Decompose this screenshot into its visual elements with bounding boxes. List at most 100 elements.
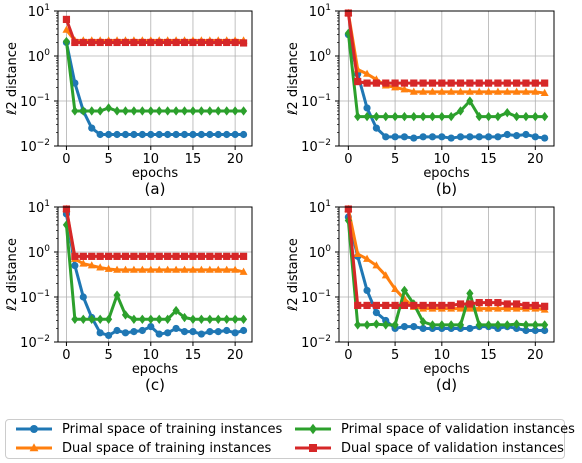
data-point-primal_val — [130, 314, 138, 324]
data-point-primal_val — [239, 106, 248, 116]
data-point-dual_train — [493, 304, 502, 312]
data-point-dual_train — [391, 83, 400, 91]
data-point-dual_val — [531, 79, 539, 87]
data-point-dual_train — [87, 261, 96, 269]
data-point-dual_val — [484, 79, 493, 87]
data-point-dual_train — [521, 87, 530, 95]
data-point-dual_val — [138, 38, 146, 47]
data-point-primal_train — [428, 133, 437, 141]
x-tick-label: 15 — [185, 348, 202, 363]
data-point-dual_val — [466, 79, 474, 87]
series-line-dual_val — [65, 18, 244, 45]
panel-label: (d) — [436, 376, 457, 394]
data-point-primal_train — [419, 324, 427, 333]
data-point-dual_val — [372, 301, 380, 310]
data-point-primal_train — [410, 322, 418, 331]
data-point-primal_val — [121, 106, 130, 116]
data-point-primal_train — [164, 130, 172, 139]
panel-label: (c) — [145, 376, 165, 394]
series-line-primal_train — [346, 34, 545, 140]
x-tick-label: 10 — [434, 348, 451, 363]
data-point-primal_train — [113, 130, 121, 139]
data-point-primal_train — [391, 133, 399, 141]
data-point-dual_val — [522, 79, 530, 87]
data-point-dual_val — [363, 301, 371, 310]
series-line-primal_val — [346, 33, 545, 119]
legend-label-dual-train: Dual space of training instances — [62, 440, 272, 456]
data-point-primal_val — [466, 96, 474, 106]
data-point-primal_train — [88, 124, 96, 132]
data-point-dual_val — [400, 301, 409, 310]
data-point-primal_train — [172, 130, 180, 139]
data-point-dual_train — [475, 304, 484, 312]
data-point-dual_val — [172, 38, 180, 47]
data-point-dual_val — [382, 301, 390, 310]
data-point-dual_train — [475, 87, 484, 95]
data-point-primal_train — [206, 328, 214, 336]
series-line-primal_val — [346, 220, 545, 327]
data-point-dual_train — [363, 69, 372, 77]
data-point-primal_train — [522, 326, 530, 335]
data-point-primal_val — [438, 320, 446, 330]
data-point-primal_val — [164, 314, 172, 324]
data-point-dual_train — [205, 265, 214, 273]
data-point-primal_val — [475, 111, 483, 122]
x-tick-label: 20 — [227, 348, 244, 363]
data-point-primal_val — [206, 314, 214, 324]
data-point-dual_train — [437, 87, 446, 95]
axes-frame — [338, 206, 555, 343]
data-point-primal_val — [180, 106, 189, 116]
x-axis-label: epochs — [132, 362, 179, 377]
data-point-primal_val — [484, 111, 493, 122]
data-point-dual_val — [484, 299, 493, 307]
x-axis-label: epochs — [423, 362, 470, 377]
data-point-dual_val — [419, 301, 427, 310]
data-point-primal_val — [88, 314, 96, 324]
data-point-dual_train — [138, 265, 147, 273]
data-point-dual_train — [400, 85, 409, 93]
data-point-primal_val — [531, 320, 539, 330]
data-point-dual_val — [541, 79, 549, 87]
data-point-dual_train — [428, 87, 437, 95]
data-point-primal_train — [531, 133, 539, 141]
data-point-dual_val — [172, 252, 180, 260]
legend-swatch-primal-val — [295, 423, 331, 435]
legend-label-dual-val: Dual space of validation instances — [341, 440, 564, 456]
y-axis-label: ℓ2 distance — [286, 42, 301, 116]
data-point-dual_train — [353, 249, 362, 257]
series-line-primal_train — [346, 216, 545, 333]
x-tick-label: 15 — [480, 152, 497, 167]
data-point-primal_val — [155, 314, 163, 324]
data-point-primal_val — [428, 111, 437, 122]
x-tick-label: 0 — [344, 152, 352, 167]
legend-item-dual-val: Dual space of validation instances — [293, 439, 564, 457]
data-point-primal_val — [239, 314, 248, 324]
data-point-dual_train — [62, 25, 71, 33]
data-point-primal_train — [372, 124, 380, 132]
data-point-dual_val — [113, 252, 121, 260]
x-tick-label: 0 — [344, 348, 352, 363]
data-point-primal_val — [206, 106, 214, 116]
data-point-dual_val — [363, 79, 371, 87]
legend-swatch-marker — [309, 423, 317, 435]
data-point-primal_val — [447, 111, 455, 122]
x-tick-label: 5 — [104, 152, 112, 167]
data-point-dual_val — [354, 301, 362, 310]
y-tick-label: 10−2 — [301, 138, 331, 155]
data-point-primal_train — [155, 330, 163, 338]
data-point-dual_val — [105, 252, 113, 260]
data-point-dual_val — [503, 300, 511, 308]
data-point-primal_val — [475, 320, 483, 330]
data-point-dual_val — [231, 252, 239, 260]
y-tick-label: 10−1 — [20, 289, 50, 306]
data-point-dual_val — [223, 252, 231, 260]
data-point-primal_val — [503, 108, 511, 118]
data-point-primal_val — [147, 314, 155, 324]
data-point-dual_train — [456, 87, 465, 95]
data-point-primal_train — [147, 130, 155, 139]
data-point-primal_val — [363, 111, 371, 122]
data-point-dual_val — [121, 38, 130, 47]
series-line-dual_train — [65, 28, 244, 43]
data-point-dual_val — [531, 301, 539, 310]
